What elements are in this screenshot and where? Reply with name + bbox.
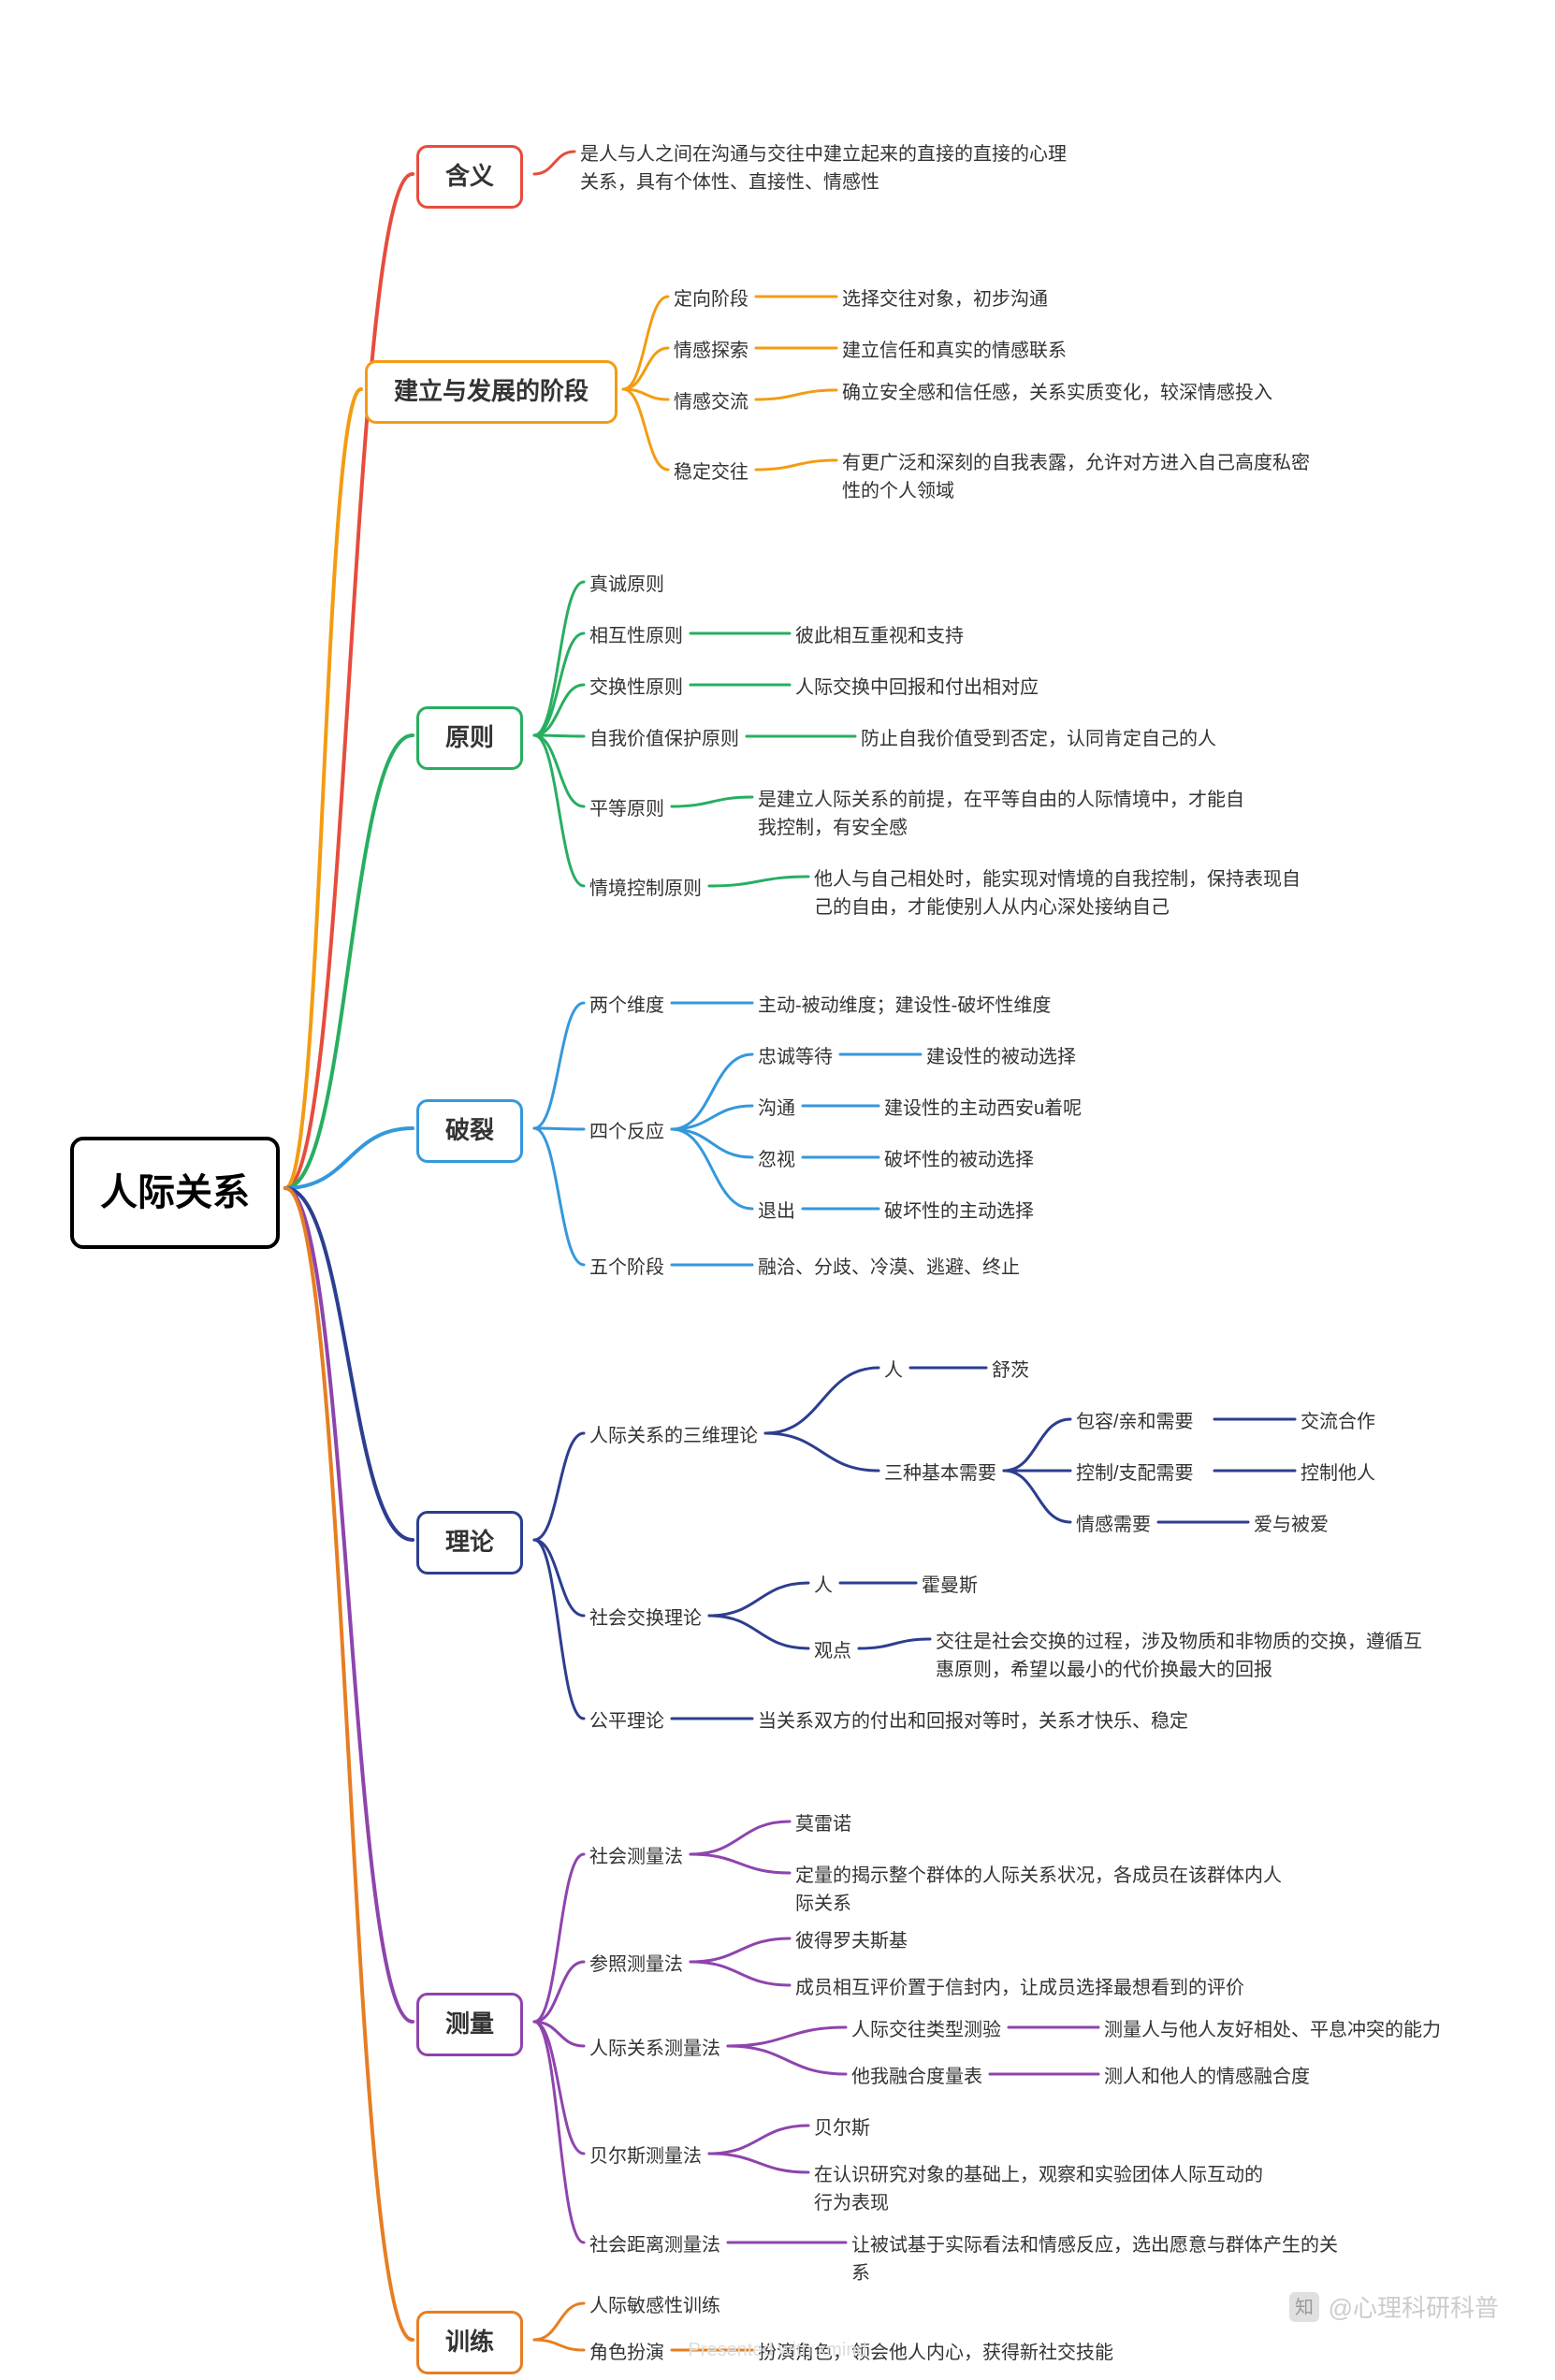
leaf-node: 人际交往类型测验 xyxy=(851,2016,1001,2044)
leaf-node: 自我价值保护原则 xyxy=(589,725,739,753)
leaf-node: 在认识研究对象的基础上，观察和实验团体人际互动的行为表现 xyxy=(814,2161,1263,2217)
leaf-node: 平等原则 xyxy=(589,795,664,823)
leaf-node: 定向阶段 xyxy=(674,285,748,313)
leaf-node: 定量的揭示整个群体的人际关系状况，各成员在该群体内人际关系 xyxy=(795,1862,1282,1918)
leaf-node: 包容/亲和需要 xyxy=(1076,1408,1194,1436)
leaf-node: 彼此相互重视和支持 xyxy=(795,622,964,650)
leaf-node: 稳定交往 xyxy=(674,458,748,486)
branch-node: 破裂 xyxy=(416,1099,523,1163)
leaf-node: 贝尔斯 xyxy=(814,2114,870,2142)
leaf-node: 人际交换中回报和付出相对应 xyxy=(795,674,1039,702)
leaf-node: 主动-被动维度；建设性-破坏性维度 xyxy=(758,992,1051,1020)
leaf-node: 控制/支配需要 xyxy=(1076,1459,1194,1488)
leaf-node: 社会交换理论 xyxy=(589,1604,702,1633)
leaf-node: 三种基本需要 xyxy=(884,1459,996,1488)
leaf-node: 成员相互评价置于信封内，让成员选择最想看到的评价 xyxy=(795,1974,1244,2002)
svg-text:知: 知 xyxy=(1295,2297,1314,2318)
leaf-node: 公平理论 xyxy=(589,1707,664,1735)
leaf-node: 两个维度 xyxy=(589,992,664,1020)
leaf-node: 沟通 xyxy=(758,1095,795,1123)
leaf-node: 测人和他人的情感融合度 xyxy=(1104,2063,1310,2091)
leaf-node: 人际敏感性训练 xyxy=(589,2292,720,2320)
leaf-node: 建设性的主动西安u着呢 xyxy=(884,1095,1082,1123)
leaf-node: 相互性原则 xyxy=(589,622,683,650)
leaf-node: 人际关系的三维理论 xyxy=(589,1422,758,1450)
leaf-node: 退出 xyxy=(758,1197,795,1226)
leaf-node: 交流合作 xyxy=(1301,1408,1375,1436)
leaf-node: 四个反应 xyxy=(589,1118,664,1146)
watermark-text: @心理科研科普 xyxy=(1329,2289,1499,2324)
leaf-node: 社会测量法 xyxy=(589,1843,683,1871)
leaf-node: 五个阶段 xyxy=(589,1254,664,1282)
leaf-node: 是人与人之间在沟通与交往中建立起来的直接的直接的心理关系，具有个体性、直接性、情… xyxy=(580,140,1067,196)
branch-node: 原则 xyxy=(416,706,523,770)
watermark: 知 @心理科研科普 xyxy=(1289,2289,1499,2324)
leaf-node: 建立信任和真实的情感联系 xyxy=(842,337,1067,365)
leaf-node: 他人与自己相处时，能实现对情境的自我控制，保持表现自己的自由，才能使别人从内心深… xyxy=(814,865,1301,922)
branch-node: 测量 xyxy=(416,1993,523,2056)
leaf-node: 观点 xyxy=(814,1637,851,1665)
leaf-node: 是建立人际关系的前提，在平等自由的人际情境中，才能自我控制，有安全感 xyxy=(758,786,1244,842)
leaf-node: 霍曼斯 xyxy=(922,1572,978,1600)
leaf-node: 交往是社会交换的过程，涉及物质和非物质的交换，遵循互惠原则，希望以最小的代价换最… xyxy=(936,1628,1422,1684)
leaf-node: 破坏性的主动选择 xyxy=(884,1197,1034,1226)
leaf-node: 情感探索 xyxy=(674,337,748,365)
leaf-node: 他我融合度量表 xyxy=(851,2063,982,2091)
leaf-node: 人际关系测量法 xyxy=(589,2035,720,2063)
footer-text: Presented with xmind xyxy=(688,2340,866,2361)
leaf-node: 情感交流 xyxy=(674,388,748,416)
leaf-node: 忠诚等待 xyxy=(758,1043,833,1071)
leaf-node: 真诚原则 xyxy=(589,571,664,599)
leaf-node: 社会距离测量法 xyxy=(589,2231,720,2259)
leaf-node: 测量人与他人友好相处、平息冲突的能力 xyxy=(1104,2016,1441,2044)
leaf-node: 当关系双方的付出和回报对等时，关系才快乐、稳定 xyxy=(758,1707,1188,1735)
leaf-node: 确立安全感和信任感，关系实质变化，较深情感投入 xyxy=(842,379,1310,407)
leaf-node: 有更广泛和深刻的自我表露，允许对方进入自己高度私密性的个人领域 xyxy=(842,449,1310,505)
leaf-node: 让被试基于实际看法和情感反应，选出愿意与群体产生的关系 xyxy=(851,2231,1338,2287)
leaf-node: 融洽、分歧、冷漠、逃避、终止 xyxy=(758,1254,1020,1282)
leaf-node: 贝尔斯测量法 xyxy=(589,2142,702,2170)
leaf-node: 莫雷诺 xyxy=(795,1810,851,1838)
leaf-node: 忽视 xyxy=(758,1146,795,1174)
branch-node: 建立与发展的阶段 xyxy=(365,360,618,424)
leaf-node: 人 xyxy=(814,1572,833,1600)
leaf-node: 角色扮演 xyxy=(589,2339,664,2367)
leaf-node: 交换性原则 xyxy=(589,674,683,702)
root-node: 人际关系 xyxy=(70,1137,280,1249)
leaf-node: 人 xyxy=(884,1357,903,1385)
leaf-node: 情境控制原则 xyxy=(589,875,702,903)
leaf-node: 舒茨 xyxy=(992,1357,1029,1385)
leaf-node: 参照测量法 xyxy=(589,1951,683,1979)
leaf-node: 爱与被爱 xyxy=(1254,1511,1329,1539)
leaf-node: 情感需要 xyxy=(1076,1511,1151,1539)
branch-node: 含义 xyxy=(416,145,523,209)
leaf-node: 选择交往对象，初步沟通 xyxy=(842,285,1048,313)
leaf-node: 建设性的被动选择 xyxy=(926,1043,1076,1071)
leaf-node: 防止自我价值受到否定，认同肯定自己的人 xyxy=(861,725,1216,753)
branch-node: 训练 xyxy=(416,2311,523,2374)
leaf-node: 彼得罗夫斯基 xyxy=(795,1927,908,1955)
branch-node: 理论 xyxy=(416,1511,523,1575)
leaf-node: 破坏性的被动选择 xyxy=(884,1146,1034,1174)
leaf-node: 控制他人 xyxy=(1301,1459,1375,1488)
